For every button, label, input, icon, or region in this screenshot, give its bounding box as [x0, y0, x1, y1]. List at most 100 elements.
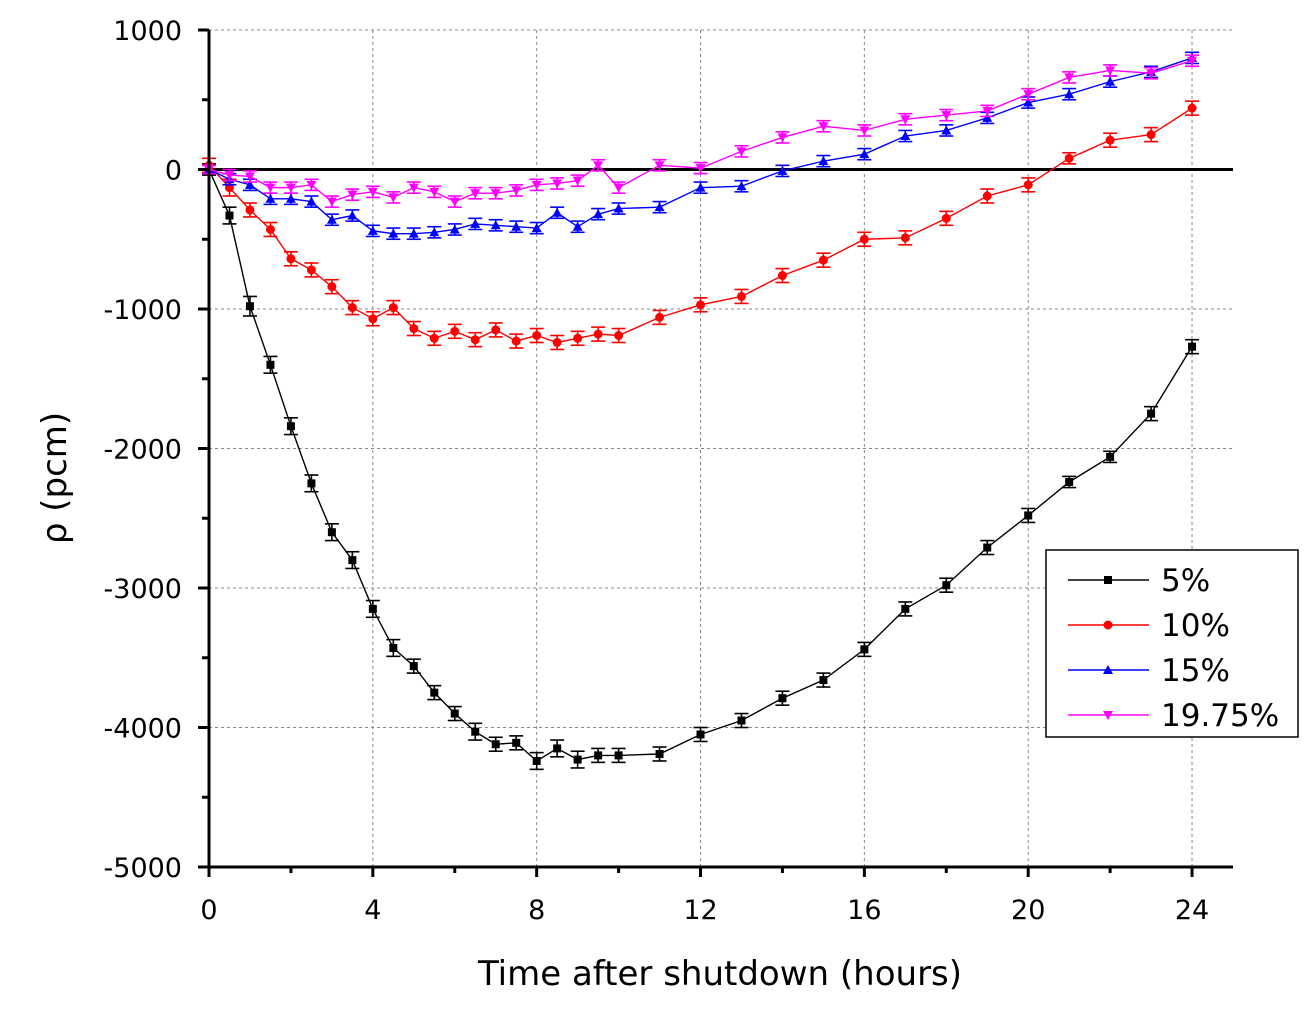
data-point: [1023, 97, 1034, 107]
data-point: [430, 688, 439, 697]
data-point: [859, 149, 870, 159]
data-point: [470, 335, 480, 345]
data-point: [983, 543, 992, 552]
legend-marker: [1103, 665, 1113, 674]
x-tick-label: 0: [200, 895, 217, 926]
data-point: [655, 312, 665, 322]
data-point: [429, 333, 439, 343]
data-point: [368, 604, 377, 613]
data-point: [347, 190, 358, 200]
data-point: [470, 218, 481, 228]
data-point: [695, 182, 706, 192]
data-point: [593, 161, 604, 171]
data-point: [244, 179, 255, 189]
data-point: [326, 197, 337, 207]
data-point: [285, 193, 296, 203]
data-point: [429, 187, 440, 197]
x-axis-title: Time after shutdown (hours): [477, 954, 962, 994]
data-point: [900, 233, 910, 243]
grid-layer: [209, 29, 1233, 867]
data-point: [511, 186, 522, 196]
legend-label: 15%: [1161, 653, 1230, 689]
legend-entry: 10%: [1068, 608, 1230, 644]
data-point: [573, 333, 583, 343]
data-point: [1187, 56, 1198, 66]
data-point: [307, 479, 316, 488]
data-point: [368, 314, 378, 324]
data-point: [245, 205, 255, 215]
series-4: [202, 54, 1200, 208]
y-tick-label: -3000: [104, 574, 182, 605]
y-tick-label: -2000: [104, 435, 182, 466]
data-point: [593, 209, 604, 219]
data-point: [900, 131, 911, 141]
data-point: [286, 254, 296, 264]
data-point: [265, 183, 276, 193]
data-point: [818, 156, 829, 166]
data-point: [860, 645, 869, 654]
data-point: [326, 214, 337, 224]
data-point: [982, 112, 993, 122]
data-point: [408, 183, 419, 193]
data-point: [449, 197, 460, 207]
data-point: [572, 221, 583, 231]
data-point: [696, 730, 705, 739]
data-point: [429, 227, 440, 237]
data-point: [491, 325, 501, 335]
data-point: [347, 303, 357, 313]
x-tick-label: 12: [683, 895, 717, 926]
data-point: [449, 224, 460, 234]
data-point: [491, 740, 500, 749]
y-tick-label: -1000: [104, 295, 182, 326]
data-point: [859, 126, 870, 136]
data-point: [736, 147, 747, 157]
data-point: [1105, 66, 1116, 76]
data-point: [490, 189, 501, 199]
data-point: [367, 187, 378, 197]
data-point: [1146, 69, 1157, 79]
data-point: [613, 203, 624, 213]
data-point: [511, 221, 522, 231]
x-tick-label: 8: [528, 895, 545, 926]
data-point: [327, 528, 336, 537]
data-point: [471, 727, 480, 736]
data-point: [245, 302, 254, 311]
data-point: [1064, 89, 1075, 99]
data-point: [409, 662, 418, 671]
data-point: [777, 133, 788, 143]
data-point: [1187, 103, 1197, 113]
data-point: [306, 265, 316, 275]
y-tick-label: -5000: [104, 853, 182, 884]
data-point: [696, 300, 706, 310]
data-point: [265, 224, 275, 234]
legend-marker: [1104, 576, 1112, 584]
data-point: [327, 282, 337, 292]
legend-label: 10%: [1161, 608, 1230, 644]
data-point: [552, 207, 563, 217]
data-point: [654, 202, 665, 212]
x-tick-label: 16: [847, 895, 881, 926]
legend-box: [1045, 549, 1299, 738]
data-point: [389, 643, 398, 652]
data-point: [736, 181, 747, 191]
data-point: [1105, 76, 1116, 86]
x-tick-label: 24: [1175, 895, 1209, 926]
data-point: [736, 291, 746, 301]
data-point: [244, 172, 255, 182]
data-point: [306, 180, 317, 190]
data-point: [347, 210, 358, 220]
data-point: [531, 180, 542, 190]
data-point: [532, 331, 542, 341]
data-point: [1023, 90, 1034, 100]
data-point: [1106, 452, 1115, 461]
data-point: [777, 165, 788, 175]
data-point: [614, 331, 624, 341]
data-point: [982, 106, 993, 116]
x-tick-label: 20: [1011, 895, 1045, 926]
data-point: [654, 161, 665, 171]
data-point: [532, 756, 541, 765]
data-point: [1188, 342, 1197, 351]
legend-marker: [1103, 620, 1113, 630]
data-point: [531, 223, 542, 233]
data-point: [1024, 511, 1033, 520]
